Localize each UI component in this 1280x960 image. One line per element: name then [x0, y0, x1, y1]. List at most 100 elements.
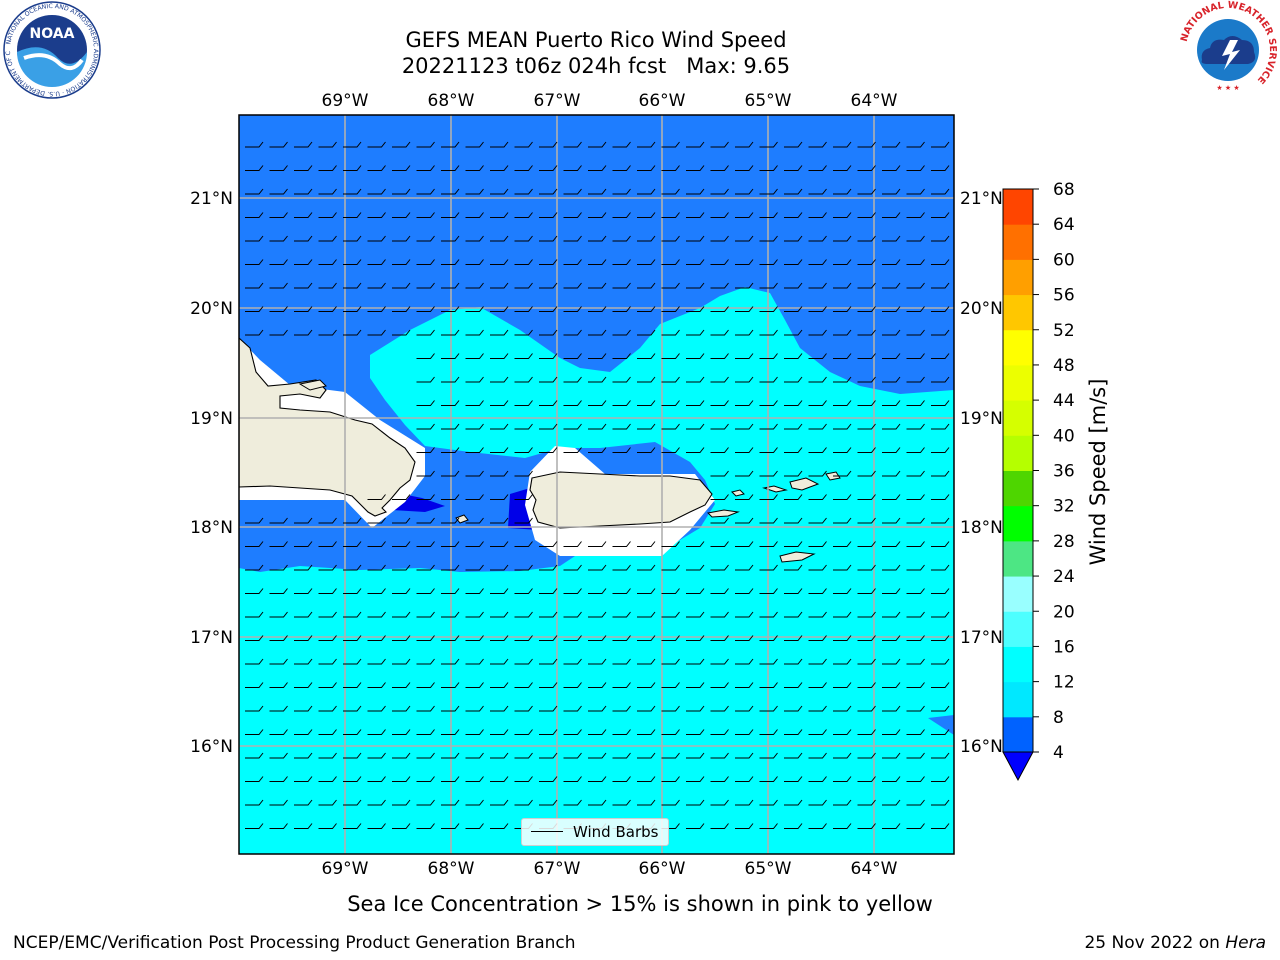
wind-barb [906, 517, 925, 524]
lat-label-right: 21°N [960, 189, 1003, 209]
wind-barb [343, 682, 362, 688]
wind-barb [588, 447, 607, 453]
wind-barb [931, 588, 950, 594]
wind-barb [784, 635, 803, 641]
wind-barb [784, 470, 803, 477]
wind-barb [784, 447, 803, 453]
wind-barb [588, 705, 607, 712]
wind-barb [416, 635, 435, 641]
wind-barb [588, 799, 607, 806]
wind-barb [367, 752, 386, 759]
wind-barb [637, 588, 656, 594]
wind-barb [367, 635, 386, 641]
wind-barb [514, 306, 533, 312]
wind-barb [735, 141, 754, 148]
wind-barb [367, 165, 386, 171]
wind-barb [588, 235, 607, 242]
wind-barb [612, 447, 631, 453]
wind-barb [245, 611, 264, 618]
wind-barb [490, 400, 509, 406]
wind-barb [588, 141, 607, 148]
wind-barb [784, 165, 803, 171]
colorbar-tick-label: 8 [1053, 708, 1064, 728]
lon-label-bottom: 68°W [428, 859, 475, 879]
wind-barb [710, 259, 729, 265]
wind-barb [759, 635, 778, 641]
wind-barb [416, 141, 435, 148]
wind-barb [906, 353, 925, 359]
wind-barb [735, 400, 754, 406]
wind-barb [392, 494, 411, 500]
lat-label-left: 21°N [190, 189, 233, 209]
wind-barb [490, 282, 509, 289]
wind-barb [318, 799, 337, 806]
lat-label-right: 17°N [960, 628, 1003, 648]
wind-barb [343, 235, 362, 242]
wind-barb [563, 541, 582, 547]
wind-barb [808, 494, 827, 500]
wind-barb [906, 188, 925, 195]
wind-barb [245, 682, 264, 688]
wind-barb [857, 611, 876, 618]
wind-barb [441, 470, 460, 477]
wind-barb [539, 682, 558, 688]
wind-barb [661, 376, 680, 383]
wind-barb [367, 729, 386, 735]
wind-barb [637, 729, 656, 735]
wind-barb [710, 682, 729, 688]
lat-label-left: 16°N [190, 737, 233, 757]
wind-barb [710, 799, 729, 806]
wind-barb [343, 752, 362, 759]
lon-label-top: 69°W [322, 91, 369, 111]
wind-barb [416, 705, 435, 712]
wind-barb [882, 235, 901, 242]
wind-barb [882, 752, 901, 759]
wind-barb [245, 541, 264, 547]
colorbar-segment [1003, 189, 1033, 225]
wind-barb [784, 259, 803, 265]
wind-barb [710, 705, 729, 712]
wind-barb [710, 282, 729, 289]
wind-barb [490, 823, 509, 829]
wind-barb [710, 376, 729, 383]
wind-barb [882, 588, 901, 594]
wind-barb [318, 752, 337, 759]
wind-barb [392, 259, 411, 265]
wind-barb [269, 799, 288, 806]
wind-barb [637, 611, 656, 618]
wind-barb [808, 705, 827, 712]
wind-barb [514, 141, 533, 148]
wind-barb [269, 212, 288, 218]
wind-barb [245, 141, 264, 148]
wind-barb [465, 423, 484, 430]
wind-barb [759, 306, 778, 312]
wind-barb [343, 259, 362, 265]
wind-barb [514, 517, 533, 524]
wind-barb [686, 188, 705, 195]
wind-barb [465, 729, 484, 735]
wind-barb [269, 165, 288, 171]
wind-barb [490, 470, 509, 477]
wind-barb [857, 423, 876, 430]
wind-barb [245, 188, 264, 195]
wind-barb [931, 423, 950, 430]
wind-barb [514, 423, 533, 430]
wind-barb [931, 141, 950, 148]
wind-barb [759, 682, 778, 688]
wind-barb [833, 165, 852, 171]
wind-barb [514, 635, 533, 641]
wind-barb [392, 588, 411, 594]
wind-barb [318, 564, 337, 571]
colorbar-segment [1003, 611, 1033, 647]
wind-barb [735, 188, 754, 195]
wind-barb [906, 141, 925, 148]
sea-ice-note: Sea Ice Concentration > 15% is shown in … [347, 892, 933, 916]
wind-barb [612, 705, 631, 712]
wind-barb [441, 329, 460, 336]
wind-barb [416, 329, 435, 336]
wind-barb [808, 752, 827, 759]
wind-barb [759, 447, 778, 453]
colorbar-tick-label: 68 [1053, 180, 1075, 200]
wind-barb [784, 564, 803, 571]
wind-barb [882, 729, 901, 735]
